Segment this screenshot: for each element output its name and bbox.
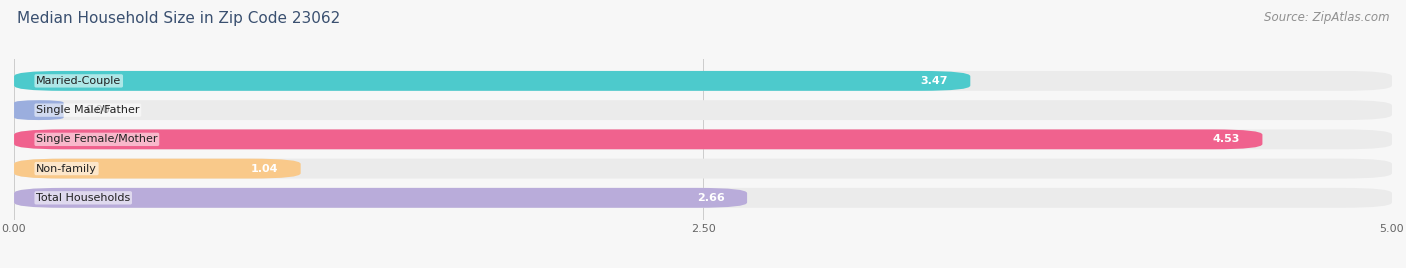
FancyBboxPatch shape [14,159,301,178]
Text: 1.04: 1.04 [252,163,278,174]
Text: 3.47: 3.47 [921,76,948,86]
FancyBboxPatch shape [14,159,1392,178]
FancyBboxPatch shape [14,71,1392,91]
FancyBboxPatch shape [14,100,63,120]
Text: Source: ZipAtlas.com: Source: ZipAtlas.com [1264,11,1389,24]
Text: Married-Couple: Married-Couple [37,76,121,86]
FancyBboxPatch shape [14,71,970,91]
Text: Median Household Size in Zip Code 23062: Median Household Size in Zip Code 23062 [17,11,340,26]
Text: Single Male/Father: Single Male/Father [37,105,139,115]
Text: Single Female/Mother: Single Female/Mother [37,134,157,144]
Text: Total Households: Total Households [37,193,131,203]
FancyBboxPatch shape [14,129,1263,149]
Text: 0.00: 0.00 [86,105,110,115]
FancyBboxPatch shape [14,100,1392,120]
Text: Non-family: Non-family [37,163,97,174]
Text: 2.66: 2.66 [697,193,725,203]
FancyBboxPatch shape [14,188,1392,208]
Text: 4.53: 4.53 [1213,134,1240,144]
FancyBboxPatch shape [14,129,1392,149]
FancyBboxPatch shape [14,188,747,208]
